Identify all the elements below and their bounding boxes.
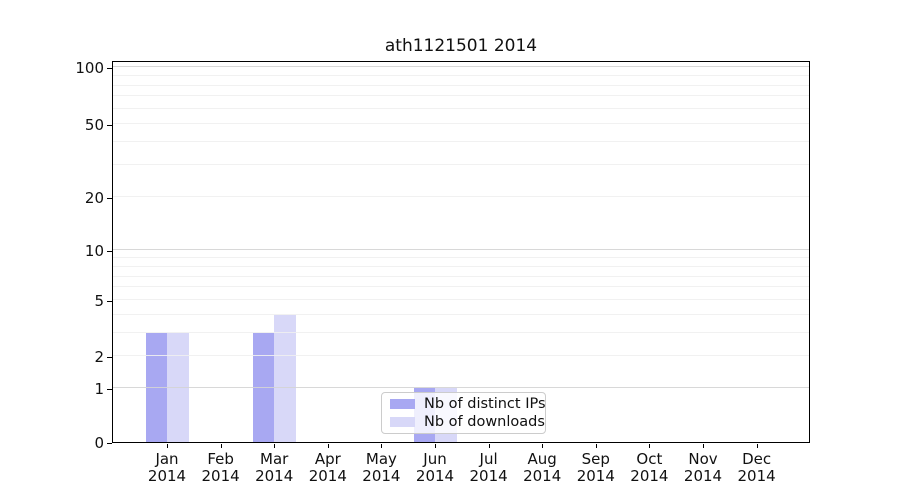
distinct-ips-swatch-icon bbox=[390, 399, 415, 409]
x-tick-label: Feb 2014 bbox=[201, 450, 240, 485]
x-tick bbox=[703, 444, 704, 448]
legend-entry-distinct-ips: Nb of distinct IPs bbox=[390, 396, 546, 412]
legend-entry-downloads: Nb of downloads bbox=[390, 414, 545, 430]
minor-gridline bbox=[113, 275, 809, 277]
plot-area bbox=[112, 61, 810, 443]
x-tick-label: Oct 2014 bbox=[630, 450, 669, 485]
minor-gridline bbox=[113, 95, 809, 97]
x-tick bbox=[649, 444, 650, 448]
downloads-swatch-icon bbox=[390, 417, 415, 427]
minor-gridline bbox=[113, 122, 809, 124]
x-tick-label: May 2014 bbox=[362, 450, 401, 485]
x-tick-label: Jul 2014 bbox=[469, 450, 508, 485]
x-tick-label: Dec 2014 bbox=[737, 450, 776, 485]
minor-gridline bbox=[113, 313, 809, 315]
minor-gridline bbox=[113, 84, 809, 86]
y-tick-label: 2 bbox=[94, 348, 104, 367]
minor-gridline bbox=[113, 140, 809, 142]
x-tick-label: Sep 2014 bbox=[576, 450, 615, 485]
x-tick-label: Nov 2014 bbox=[683, 450, 723, 485]
legend-label: Nb of downloads bbox=[424, 413, 545, 430]
y-tick bbox=[107, 198, 112, 199]
x-tick bbox=[435, 444, 436, 448]
y-tick bbox=[107, 251, 112, 252]
x-tick bbox=[221, 444, 222, 448]
minor-gridline bbox=[113, 299, 809, 300]
minor-gridline bbox=[113, 74, 809, 76]
minor-gridline bbox=[113, 265, 809, 267]
y-tick-label: 5 bbox=[94, 292, 104, 310]
major-gridline bbox=[113, 249, 809, 251]
x-tick-label: Apr 2014 bbox=[308, 450, 347, 485]
legend: Nb of distinct IPs Nb of downloads bbox=[381, 392, 546, 434]
grid-layer bbox=[113, 62, 809, 442]
x-tick bbox=[757, 444, 758, 448]
y-tick-label: 50 bbox=[84, 115, 104, 134]
minor-gridline bbox=[113, 257, 809, 259]
x-tick-label: Jun 2014 bbox=[415, 450, 455, 485]
y-tick bbox=[107, 357, 112, 358]
y-tick bbox=[107, 389, 112, 390]
minor-gridline bbox=[113, 331, 809, 333]
minor-gridline bbox=[113, 164, 809, 165]
major-gridline bbox=[113, 66, 809, 68]
minor-gridline bbox=[113, 196, 809, 198]
minor-gridline bbox=[113, 108, 809, 109]
minor-gridline bbox=[113, 286, 809, 288]
x-tick-label: Jan 2014 bbox=[147, 450, 187, 485]
x-tick bbox=[542, 444, 543, 448]
y-tick-label: 100 bbox=[75, 59, 104, 78]
major-gridline bbox=[113, 387, 809, 389]
x-tick bbox=[274, 444, 275, 448]
y-tick-label: 0 bbox=[94, 434, 104, 452]
bar-downloads bbox=[274, 314, 296, 442]
y-tick bbox=[107, 443, 112, 444]
y-tick bbox=[107, 68, 112, 69]
chart-title: ath1121501 2014 bbox=[384, 36, 538, 56]
x-tick bbox=[381, 444, 382, 448]
x-tick-label: Aug 2014 bbox=[523, 450, 562, 485]
y-tick-label: 10 bbox=[84, 242, 104, 261]
x-tick bbox=[328, 444, 329, 448]
legend-label: Nb of distinct IPs bbox=[424, 395, 546, 412]
x-tick bbox=[167, 444, 168, 448]
y-tick bbox=[107, 301, 112, 302]
y-tick bbox=[107, 125, 112, 126]
minor-gridline bbox=[113, 355, 809, 357]
x-tick bbox=[596, 444, 597, 448]
y-tick-label: 1 bbox=[94, 380, 104, 399]
x-tick bbox=[489, 444, 490, 448]
x-tick-label: Mar 2014 bbox=[255, 450, 294, 485]
y-tick-label: 20 bbox=[84, 189, 104, 208]
